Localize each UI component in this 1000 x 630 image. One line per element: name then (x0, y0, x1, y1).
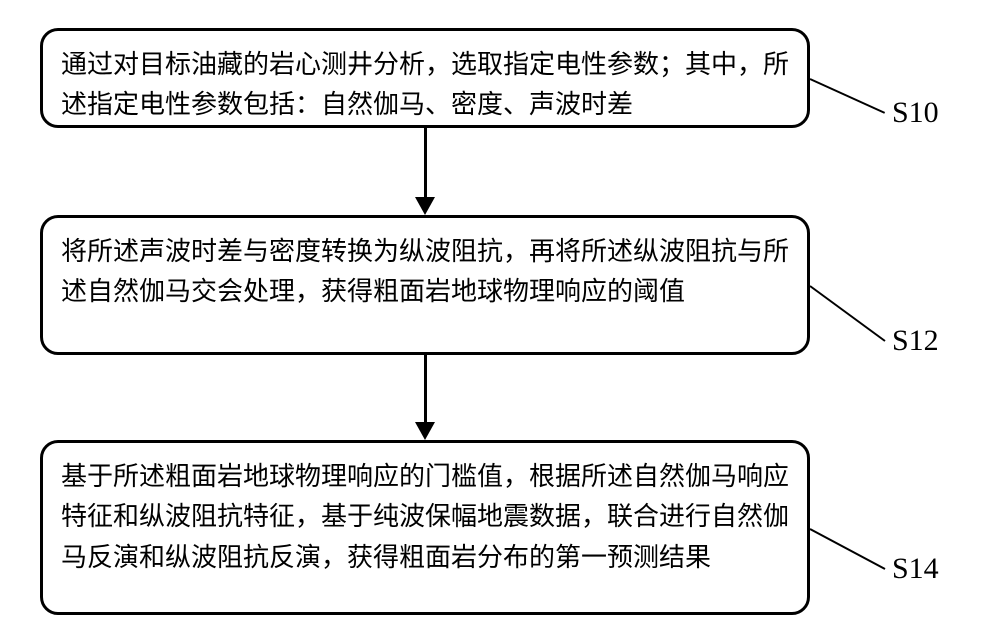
connector-c1 (810, 78, 886, 114)
connector-c2 (809, 285, 885, 342)
step-label-l1: S10 (892, 96, 939, 130)
arrow-shaft-a2 (424, 355, 427, 422)
flow-box-b2: 将所述声波时差与密度转换为纵波阻抗，再将所述纵波阻抗与所述自然伽马交会处理，获得… (40, 215, 810, 355)
arrow-head-a1 (415, 197, 435, 215)
arrow-head-a2 (415, 422, 435, 440)
arrow-shaft-a1 (424, 128, 427, 197)
flow-box-b3: 基于所述粗面岩地球物理响应的门槛值，根据所述自然伽马响应特征和纵波阻抗特征，基于… (40, 440, 810, 615)
connector-c3 (810, 528, 886, 570)
step-label-l2: S12 (892, 324, 939, 358)
step-label-l3: S14 (892, 552, 939, 586)
flow-box-b1: 通过对目标油藏的岩心测井分析，选取指定电性参数；其中，所述指定电性参数包括：自然… (40, 28, 810, 128)
